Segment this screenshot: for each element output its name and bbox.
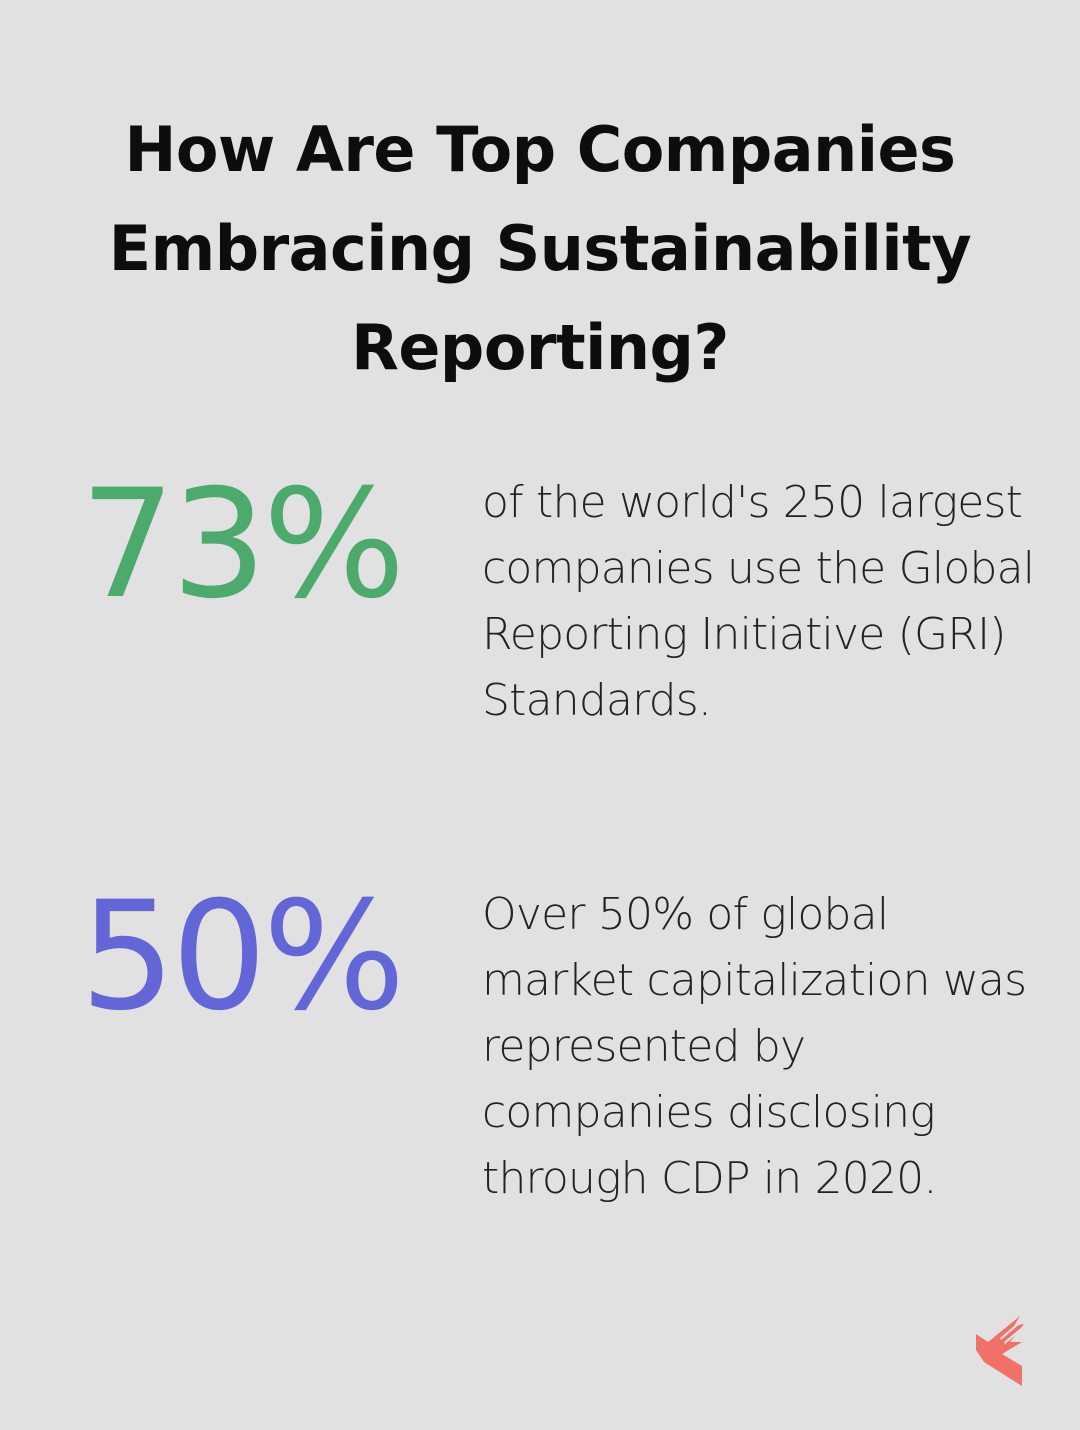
page-title: How Are Top Companies Embracing Sustaina…	[108, 113, 972, 384]
logo-stripe	[1004, 1327, 1023, 1344]
stat-description: of the world's 250 largest companies use…	[482, 477, 1035, 726]
stat-value: 50%	[80, 870, 405, 1044]
stat-value: 73%	[80, 458, 405, 632]
arrow-logo-icon	[970, 1312, 1026, 1386]
logo-arrow-shape	[976, 1316, 1024, 1386]
logo-stripe	[1000, 1321, 1021, 1340]
stat-description: Over 50% of global market capitalization…	[482, 889, 1027, 1204]
